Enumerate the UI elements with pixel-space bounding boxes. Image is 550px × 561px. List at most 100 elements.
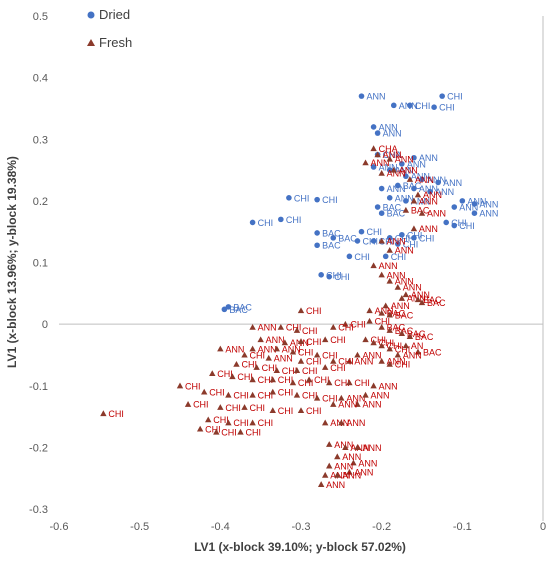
fresh-point — [241, 351, 248, 358]
fresh-point — [253, 364, 260, 370]
fresh-point-label: ANN — [330, 471, 349, 481]
fresh-point — [273, 367, 280, 373]
fresh-point-label: CHI — [108, 409, 124, 419]
fresh-point-label: ANN — [415, 175, 434, 185]
x-tick-label: -0.1 — [453, 521, 472, 533]
fresh-point-label: CHI — [375, 317, 391, 327]
dried-point-label: ANN — [379, 162, 398, 172]
x-tick-labels: -0.6 -0.5 -0.4 -0.3 -0.2 -0.1 0 — [50, 521, 547, 533]
fresh-point-label: ANN — [354, 357, 373, 367]
dried-point — [411, 235, 417, 241]
fresh-point — [269, 376, 276, 383]
fresh-point-label: CHA — [379, 144, 398, 154]
fresh-point — [326, 379, 333, 386]
y-axis-title: LV1 (x-block 13.96%; y-block 19.38%) — [5, 156, 19, 368]
dried-point — [403, 198, 409, 204]
fresh-point-label: CHI — [209, 387, 225, 397]
fresh-point-label: BAC — [411, 206, 430, 216]
dried-point — [407, 102, 413, 109]
x-axis-title: LV1 (x-block 39.10%; y-block 57.02%) — [194, 540, 406, 554]
fresh-point — [237, 428, 244, 435]
fresh-point — [390, 166, 397, 173]
fresh-point-label: CHI — [278, 406, 294, 416]
fresh-point — [346, 379, 353, 386]
fresh-point-label: CHI — [322, 394, 338, 404]
fresh-point — [386, 311, 393, 318]
fresh-point — [386, 277, 393, 284]
fresh-point-label: CHI — [298, 347, 314, 357]
fresh-point — [281, 339, 289, 346]
fresh-point — [209, 370, 216, 377]
fresh-point-label: CHI — [302, 326, 318, 336]
dried-point-label: CHI — [334, 272, 350, 282]
fresh-point — [201, 388, 208, 395]
dried-point — [314, 196, 320, 203]
dried-point — [378, 185, 385, 192]
fresh-point — [330, 324, 337, 330]
dried-point — [326, 273, 333, 280]
fresh-point — [350, 459, 357, 466]
fresh-point-label: ANN — [225, 344, 244, 354]
fresh-point — [382, 302, 389, 309]
fresh-point — [362, 159, 369, 166]
dried-point-label: BAC — [233, 302, 252, 312]
fresh-point-label: CHI — [350, 320, 366, 330]
fresh-point-label: CHI — [306, 357, 322, 367]
fresh-point — [378, 342, 385, 349]
dried-point-label: CHI — [322, 195, 338, 205]
fresh-point-label: CHI — [379, 338, 395, 348]
x-tick-label: 0 — [540, 521, 546, 533]
fresh-point-label: CHI — [371, 335, 387, 345]
dried-point — [451, 204, 458, 210]
fresh-point-label: ANN — [362, 400, 381, 410]
dried-point-label: CHI — [379, 236, 395, 246]
fresh-point — [334, 471, 341, 478]
dried-point-label: ANN — [459, 203, 478, 213]
fresh-point-label: ANN — [282, 344, 301, 354]
fresh-point — [176, 382, 184, 389]
fresh-point-label: ANN — [342, 471, 361, 481]
dried-point-label: ANN — [479, 199, 498, 209]
fresh-point — [402, 291, 410, 298]
fresh-point — [265, 354, 272, 361]
fresh-point-label: ANN — [387, 169, 406, 179]
fresh-point — [249, 345, 256, 352]
fresh-point-label: BAC — [407, 329, 426, 339]
fresh-point-label: ANN — [350, 443, 369, 453]
fresh-point — [273, 345, 280, 352]
dried-point — [427, 188, 433, 195]
fresh-point — [322, 336, 329, 343]
fresh-point — [293, 367, 301, 373]
fresh-point — [338, 394, 345, 401]
dried-point — [382, 253, 389, 260]
dried-point — [419, 176, 425, 183]
fresh-point — [205, 416, 212, 423]
dried-point — [451, 222, 458, 229]
dried-point — [411, 154, 417, 161]
dried-point-label: BAC — [338, 233, 357, 243]
dried-point — [330, 235, 337, 241]
fresh-point — [330, 357, 337, 364]
fresh-point-label: ANN — [362, 443, 381, 453]
fresh-point-label: ANN — [326, 480, 345, 490]
fresh-point-label: ANN — [403, 350, 422, 360]
fresh-point — [184, 401, 192, 407]
fresh-point-label: CHI — [306, 306, 322, 316]
fresh-point — [326, 462, 333, 469]
dried-point — [370, 124, 377, 130]
fresh-point-label: ANN — [258, 344, 277, 354]
fresh-point — [249, 324, 256, 330]
fresh-point-label: CHI — [217, 369, 233, 379]
legend-fresh-marker — [87, 39, 95, 46]
fresh-point-label: CHI — [395, 360, 411, 370]
dried-point-label: CHI — [447, 92, 463, 102]
fresh-point — [322, 419, 329, 426]
legend-dried-marker — [87, 11, 95, 19]
dried-point — [374, 204, 381, 210]
fresh-point-label: CHI — [387, 341, 403, 351]
y-tick-label: 0.1 — [33, 258, 48, 270]
fresh-point — [313, 351, 321, 358]
dried-point — [395, 241, 401, 247]
dried-point-label: BAC — [403, 181, 422, 191]
fresh-point-label: CHI — [193, 400, 209, 410]
